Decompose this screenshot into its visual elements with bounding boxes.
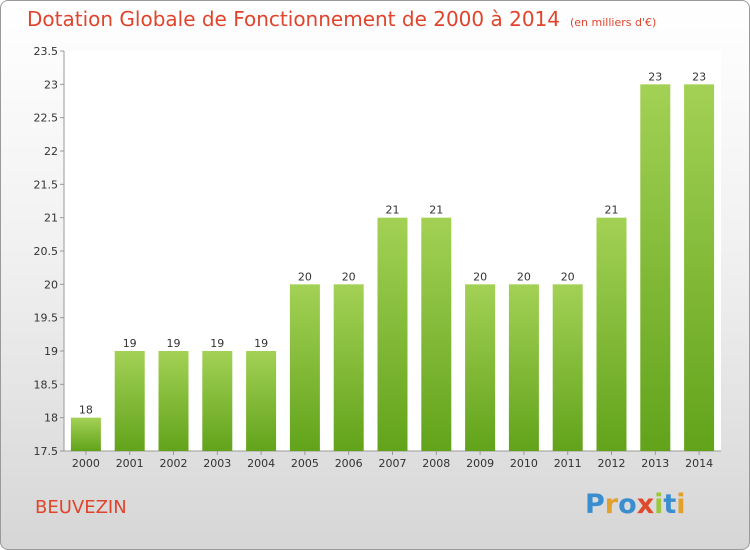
bar xyxy=(158,351,189,451)
data-label: 19 xyxy=(210,337,224,350)
bar xyxy=(202,351,233,451)
x-tick-label: 2000 xyxy=(72,457,100,470)
y-tick-label: 18.5 xyxy=(34,378,59,391)
data-label: 20 xyxy=(473,270,487,283)
logo-letter: P xyxy=(585,489,605,520)
y-tick-label: 22.5 xyxy=(34,112,59,125)
data-label: 19 xyxy=(254,337,268,350)
y-tick-label: 22 xyxy=(44,145,58,158)
y-tick-label: 20.5 xyxy=(34,245,59,258)
y-tick-label: 23.5 xyxy=(34,45,59,58)
logo-letter: t xyxy=(663,489,677,520)
bar xyxy=(377,217,408,451)
x-tick-label: 2007 xyxy=(379,457,407,470)
logo-letter: r xyxy=(604,489,619,520)
x-tick-label: 2002 xyxy=(160,457,188,470)
commune-name: BEUVEZIN xyxy=(35,497,127,518)
bar xyxy=(246,351,277,451)
bar xyxy=(552,284,583,451)
data-label: 19 xyxy=(167,337,181,350)
data-label: 19 xyxy=(123,337,137,350)
y-tick-label: 20 xyxy=(44,278,58,291)
x-tick-label: 2013 xyxy=(641,457,669,470)
bar xyxy=(640,84,671,451)
bar xyxy=(684,84,715,451)
data-label: 21 xyxy=(429,204,443,217)
x-tick-label: 2009 xyxy=(466,457,494,470)
y-tick-label: 23 xyxy=(44,78,58,91)
data-label: 20 xyxy=(342,270,356,283)
data-label: 21 xyxy=(605,204,619,217)
bar xyxy=(421,217,452,451)
chart-subtitle: (en milliers d'€) xyxy=(570,16,657,29)
data-label: 23 xyxy=(692,70,706,83)
data-label: 18 xyxy=(79,404,93,417)
y-tick-label: 18 xyxy=(44,412,58,425)
data-label: 21 xyxy=(386,204,400,217)
x-tick-label: 2012 xyxy=(598,457,626,470)
y-tick-label: 19.5 xyxy=(34,312,59,325)
bar xyxy=(508,284,539,451)
x-tick-label: 2004 xyxy=(247,457,275,470)
data-label: 20 xyxy=(561,270,575,283)
data-label: 23 xyxy=(648,70,662,83)
logo-letter: o xyxy=(618,489,637,520)
data-label: 20 xyxy=(517,270,531,283)
x-tick-label: 2005 xyxy=(291,457,319,470)
x-tick-label: 2010 xyxy=(510,457,538,470)
x-tick-label: 2001 xyxy=(116,457,144,470)
x-tick-label: 2014 xyxy=(685,457,713,470)
x-tick-label: 2008 xyxy=(422,457,450,470)
y-tick-label: 19 xyxy=(44,345,58,358)
x-tick-label: 2006 xyxy=(335,457,363,470)
y-tick-label: 17.5 xyxy=(34,445,59,458)
logo-letter: x xyxy=(636,489,655,520)
bar xyxy=(70,417,101,451)
bar xyxy=(289,284,320,451)
data-label: 20 xyxy=(298,270,312,283)
bar xyxy=(114,351,145,451)
proxiti-logo[interactable]: Proxiti xyxy=(585,489,686,520)
x-tick-label: 2003 xyxy=(203,457,231,470)
chart-title-text: Dotation Globale de Fonctionnement de 20… xyxy=(27,7,560,31)
bar xyxy=(333,284,364,451)
bar xyxy=(596,217,627,451)
bar xyxy=(465,284,496,451)
y-tick-label: 21.5 xyxy=(34,178,59,191)
y-tick-label: 21 xyxy=(44,212,58,225)
chart-title: Dotation Globale de Fonctionnement de 20… xyxy=(27,7,656,31)
logo-letter: i xyxy=(654,489,664,520)
x-tick-label: 2011 xyxy=(554,457,582,470)
logo-letter: i xyxy=(676,489,686,520)
